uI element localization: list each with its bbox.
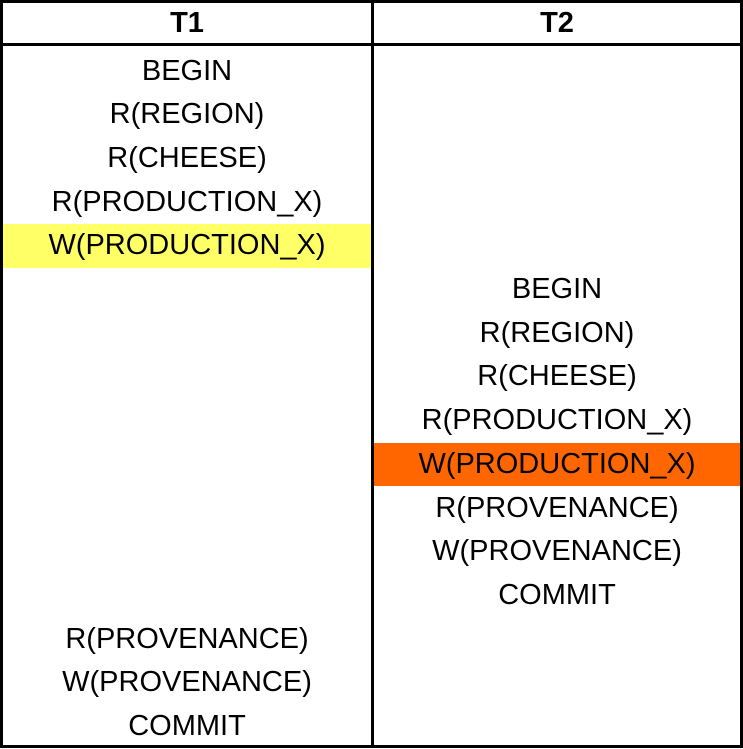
t1-operation: BEGIN [141, 54, 233, 87]
t1-operation: COMMIT [128, 710, 246, 742]
t2-operation: W(PROVENANCE) [432, 535, 682, 568]
t1-operation: R(REGION) [109, 98, 265, 131]
t2-operation: W(PRODUCTION_X) [374, 442, 740, 487]
t1-operation: W(PRODUCTION_X) [3, 224, 371, 268]
column-header-t2: T2 [540, 7, 574, 39]
t2-operation: R(CHEESE) [477, 360, 637, 393]
t2-operation: R(PROVENANCE) [435, 491, 679, 524]
column-divider [371, 3, 374, 745]
t1-operation: R(CHEESE) [107, 141, 267, 174]
t2-operation: R(PRODUCTION_X) [421, 404, 693, 437]
header-divider [3, 43, 740, 46]
t1-operation: R(PRODUCTION_X) [51, 185, 323, 218]
t2-operation: COMMIT [498, 578, 616, 611]
t1-operation: W(PROVENANCE) [62, 666, 312, 699]
t2-operation: R(REGION) [479, 316, 635, 349]
column-header-t1: T1 [170, 7, 204, 39]
t2-operation: BEGIN [511, 273, 603, 305]
t1-operation: R(PROVENANCE) [65, 622, 309, 655]
